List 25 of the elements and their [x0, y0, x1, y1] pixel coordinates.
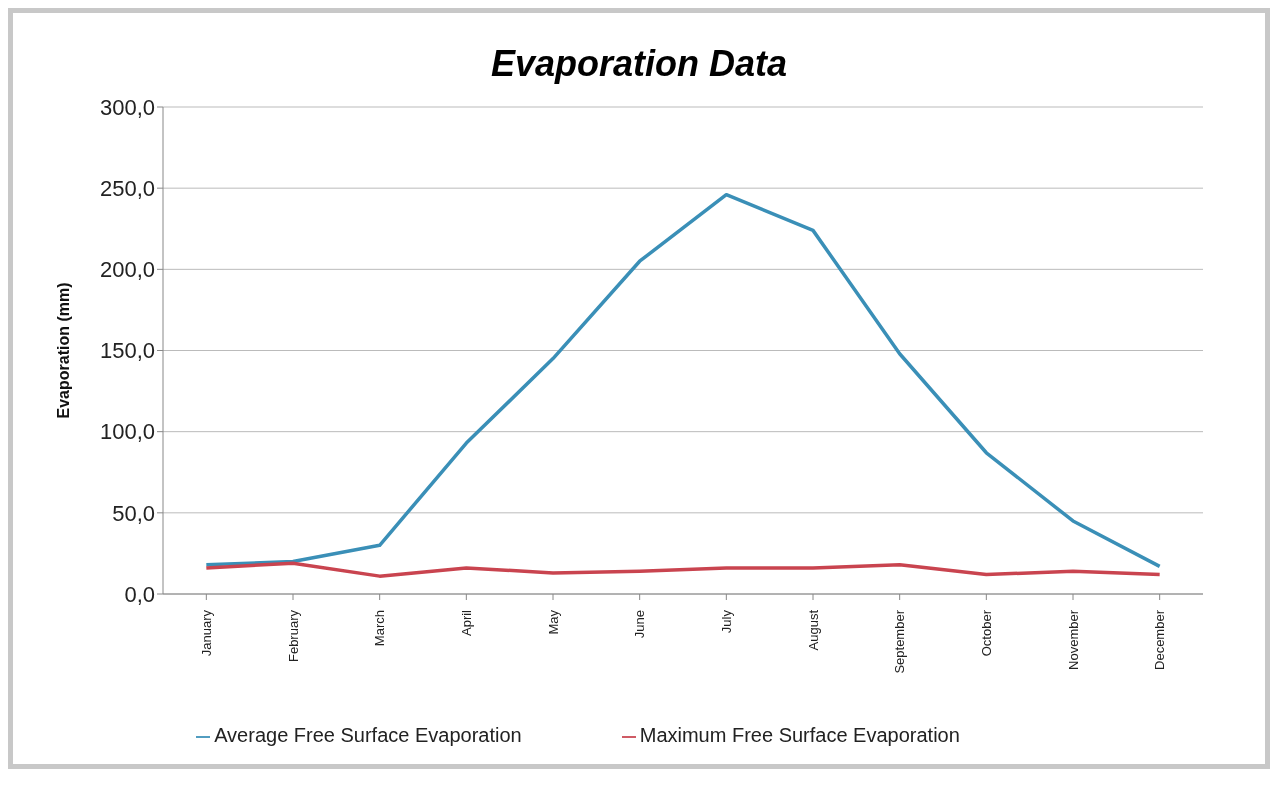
- y-tick-label: 200,0: [99, 257, 155, 283]
- x-tick-label: May: [545, 609, 561, 635]
- x-tick-label: October: [978, 609, 994, 657]
- x-tick-label: January: [198, 609, 214, 657]
- x-tick-label: February: [285, 609, 301, 663]
- x-tick-label: March: [372, 610, 388, 647]
- line-series: [204, 192, 1162, 569]
- y-tick-label: 50,0: [112, 500, 155, 526]
- x-tick-label: July: [718, 609, 734, 634]
- x-tick-label: April: [458, 609, 474, 637]
- y-axis-title: Evaporation (mm): [54, 282, 72, 419]
- y-tick-label: 300,0: [99, 94, 155, 120]
- y-tick-label: 100,0: [99, 419, 155, 445]
- y-tick-label: 250,0: [99, 175, 155, 201]
- y-tick-label: 150,0: [99, 338, 155, 364]
- x-tick-label: November: [1065, 609, 1081, 670]
- x-tick-label: August: [805, 609, 821, 651]
- legend-label: Maximum Free Surface Evaporation: [639, 724, 960, 746]
- x-tick-label: December: [1152, 609, 1168, 670]
- legend-label: Average Free Surface Evaporation: [214, 724, 522, 746]
- chart-title: Evaporation Data: [489, 43, 789, 86]
- x-tick-label: June: [632, 610, 648, 639]
- x-tick-label: September: [892, 609, 908, 674]
- y-tick-label: 0,0: [124, 581, 155, 607]
- line-series: [204, 561, 1162, 578]
